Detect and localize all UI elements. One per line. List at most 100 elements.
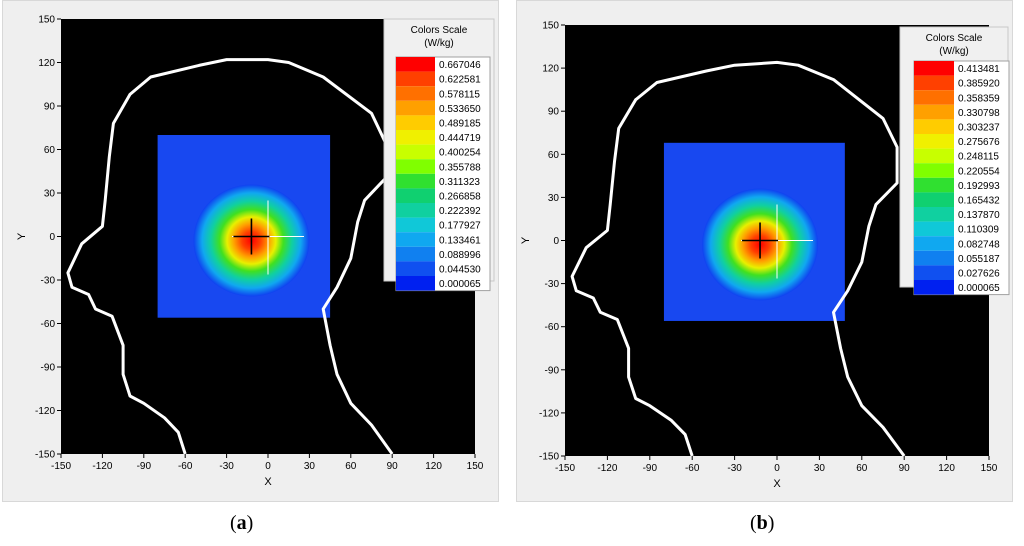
legend-swatch xyxy=(396,144,435,160)
x-tick-label: 0 xyxy=(774,463,780,474)
legend-swatch xyxy=(914,90,954,105)
x-tick-label: -120 xyxy=(92,461,112,472)
legend-value: 0.330798 xyxy=(958,108,1000,119)
y-tick-label: 120 xyxy=(542,64,559,75)
legend-value: 0.177927 xyxy=(439,221,481,232)
legend-swatch xyxy=(914,163,954,178)
y-tick-label: 150 xyxy=(38,15,55,26)
x-tick-label: 60 xyxy=(856,463,868,474)
legend-swatch xyxy=(396,130,435,145)
legend-swatch xyxy=(914,75,954,91)
x-tick-label: -120 xyxy=(597,463,617,474)
y-tick-label: -120 xyxy=(35,406,55,417)
legend-value: 0.355788 xyxy=(439,162,481,173)
legend-swatch xyxy=(914,119,954,134)
legend-swatch xyxy=(914,177,954,193)
legend-swatch xyxy=(396,159,435,174)
y-tick-label: -30 xyxy=(545,279,560,290)
legend-value: 0.303237 xyxy=(958,123,1000,134)
legend-value: 0.578115 xyxy=(439,89,480,100)
legend-value: 0.192993 xyxy=(958,181,1000,192)
legend-value: 0.220554 xyxy=(958,166,1000,177)
y-tick-label: 120 xyxy=(38,58,55,69)
legend-swatch xyxy=(396,57,435,72)
legend-swatch xyxy=(396,71,435,87)
legend-swatch xyxy=(914,236,954,251)
legend-value: 0.137870 xyxy=(958,210,1000,221)
legend-swatch xyxy=(396,232,435,247)
legend-value: 0.027626 xyxy=(958,269,1000,280)
legend-swatch xyxy=(396,217,435,233)
x-tick-label: 150 xyxy=(981,463,998,474)
y-tick-label: 0 xyxy=(49,232,55,243)
legend-value: 0.622581 xyxy=(439,75,481,86)
head-outline xyxy=(570,60,906,456)
legend-value: 0.110309 xyxy=(958,225,999,236)
y-tick-label: -150 xyxy=(539,452,559,463)
x-tick-label: -90 xyxy=(137,461,152,472)
legend-value: 0.400254 xyxy=(439,148,481,159)
legend-title: Colors Scale xyxy=(411,25,468,36)
y-tick-label: 60 xyxy=(548,150,560,161)
legend-swatch xyxy=(396,173,435,189)
y-tick-label: 60 xyxy=(44,145,56,156)
x-axis-label: X xyxy=(264,476,272,488)
legend-swatch xyxy=(396,86,435,101)
x-tick-label: -60 xyxy=(685,463,700,474)
sar-heatmap-chart-a: -150 -120 -90 -60 -30 0 30 60 90 120 150 150 120 90 60… xyxy=(16,15,495,488)
chart-panel-a: -150 -120 -90 -60 -30 0 30 60 90 120 150 150 120 90 60… xyxy=(2,0,499,502)
legend-unit: (W/kg) xyxy=(939,46,968,57)
x-tick-label: 90 xyxy=(899,463,911,474)
x-tick-label: -30 xyxy=(219,461,234,472)
x-tick-label: 60 xyxy=(345,461,357,472)
legend-swatch xyxy=(396,276,435,291)
legend-swatch xyxy=(914,104,954,120)
legend-swatch xyxy=(914,221,954,237)
y-tick-label: 150 xyxy=(542,21,559,32)
legend-value: 0.133461 xyxy=(439,235,481,246)
legend-value: 0.222392 xyxy=(439,206,481,217)
legend-swatch xyxy=(914,265,954,280)
legend-value: 0.266858 xyxy=(439,192,481,203)
legend-swatch xyxy=(914,61,954,76)
legend-value: 0.444719 xyxy=(439,133,481,144)
legend-value: 0.667046 xyxy=(439,60,481,71)
legend-value: 0.489185 xyxy=(439,119,481,130)
legend-swatch xyxy=(396,115,435,130)
y-axis-label: Y xyxy=(520,236,532,244)
legend-swatch xyxy=(914,280,954,295)
y-tick-label: 30 xyxy=(548,193,560,204)
legend-value: 0.275676 xyxy=(958,137,1000,148)
y-tick-label: 90 xyxy=(44,102,56,113)
y-tick-label: -60 xyxy=(41,319,56,330)
x-tick-label: -30 xyxy=(727,463,742,474)
legend-swatch xyxy=(396,261,435,276)
x-tick-label: -90 xyxy=(643,463,658,474)
y-tick-label: 90 xyxy=(548,107,560,118)
x-tick-label: 30 xyxy=(814,463,826,474)
legend-swatch xyxy=(914,250,954,266)
color-scale-legend: Colors Scale (W/kg) 0.667046 0.622581 0.5781… xyxy=(383,18,495,292)
legend-value: 0.533650 xyxy=(439,104,481,115)
y-tick-label: -60 xyxy=(545,322,560,333)
legend-swatch xyxy=(396,203,435,218)
legend-title: Colors Scale xyxy=(926,33,983,44)
legend-value: 0.000065 xyxy=(958,283,1000,294)
x-tick-label: -60 xyxy=(178,461,193,472)
legend-swatch xyxy=(914,192,954,207)
legend-value: 0.055187 xyxy=(958,254,1000,265)
legend-swatch xyxy=(914,148,954,164)
y-axis-label: Y xyxy=(16,232,28,240)
legend-value: 0.358359 xyxy=(958,93,1000,104)
legend-swatch xyxy=(396,246,435,262)
y-tick-label: 30 xyxy=(44,189,56,200)
y-tick-label: -30 xyxy=(41,276,56,287)
x-tick-label: 150 xyxy=(467,461,484,472)
y-tick-label: -90 xyxy=(545,365,560,376)
caption-b: (b) xyxy=(750,512,775,534)
legend-value: 0.385920 xyxy=(958,79,1000,90)
x-axis-label: X xyxy=(773,478,781,490)
legend-value: 0.000065 xyxy=(439,279,481,290)
legend-value: 0.248115 xyxy=(958,152,999,163)
caption-a: (a) xyxy=(230,512,254,534)
